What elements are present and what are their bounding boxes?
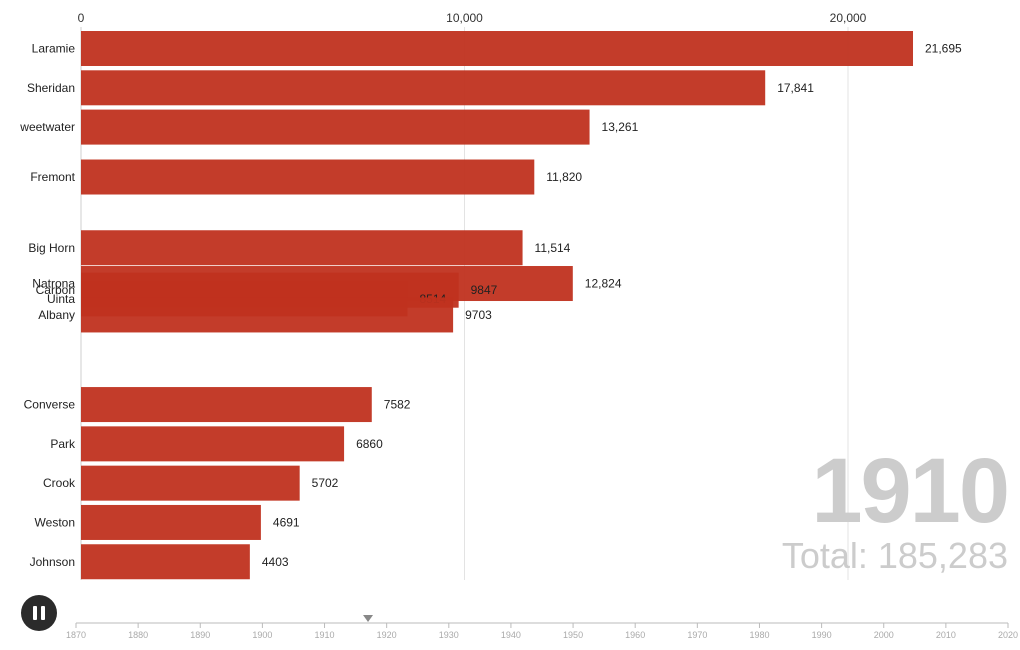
value-label: 9847 — [471, 283, 498, 297]
value-label: 13,261 — [602, 120, 639, 134]
value-label: 12,824 — [585, 277, 622, 291]
timeline-year-label: 1990 — [812, 630, 832, 640]
category-label: Big Horn — [28, 241, 75, 255]
category-label: Crook — [43, 476, 76, 490]
timeline-year-label: 1970 — [687, 630, 707, 640]
category-label: Laramie — [32, 42, 76, 56]
timeline-year-label: 1950 — [563, 630, 583, 640]
value-label: 4403 — [262, 555, 289, 569]
timeline-year-label: 2000 — [874, 630, 894, 640]
bar-weetwater — [81, 109, 590, 145]
timeline-year-label: 1940 — [501, 630, 521, 640]
bar-weston — [81, 504, 261, 540]
category-label: weetwater — [19, 120, 75, 134]
value-label: 21,695 — [925, 42, 962, 56]
category-label: Converse — [24, 398, 76, 412]
category-label: Weston — [35, 515, 75, 529]
value-label: 11,820 — [546, 170, 582, 184]
timeline-handle[interactable] — [363, 615, 374, 622]
timeline-year-label: 2010 — [936, 630, 956, 640]
bar-fremont — [81, 159, 535, 195]
bar-park — [81, 426, 345, 462]
value-label: 7582 — [384, 398, 411, 412]
bar-converse — [81, 387, 372, 423]
timeline-slider[interactable]: 1870 1880 1890 1900 1910 1920 1930 1940 1950 1960… — [0, 610, 1020, 650]
value-label: 5702 — [312, 476, 339, 490]
category-label: Natrona — [32, 277, 75, 291]
bar-johnson — [81, 544, 250, 580]
x-tick-label: 0 — [78, 11, 85, 25]
bar-albany — [81, 297, 454, 333]
timeline-year-label: 2020 — [998, 630, 1018, 640]
timeline-year-label: 1900 — [252, 630, 272, 640]
category-label: Carbon — [36, 283, 75, 297]
category-label: Albany — [38, 308, 75, 322]
category-label: Uinta — [47, 292, 75, 306]
timeline-year-label: 1890 — [190, 630, 210, 640]
category-label: Fremont — [30, 170, 75, 184]
timeline-year-label: 1920 — [377, 630, 397, 640]
pause-icon — [33, 606, 37, 620]
bar-chart: 0 10,000 20,000 Laramie 21,695 Sheridan 17,841… — [19, 11, 962, 580]
category-label: Sheridan — [27, 81, 75, 95]
x-tick-label: 20,000 — [830, 11, 867, 25]
timeline-year-label: 1880 — [128, 630, 148, 640]
bar-laramie — [81, 31, 914, 66]
pause-button[interactable] — [21, 595, 57, 631]
x-tick-label: 10,000 — [446, 11, 483, 25]
timeline-year-label: 1870 — [66, 630, 86, 640]
bar-crook — [81, 465, 300, 501]
year-label: 1910 — [811, 440, 1010, 542]
timeline-year-label: 1960 — [625, 630, 645, 640]
category-label: Park — [50, 437, 76, 451]
value-label: 6860 — [356, 437, 383, 451]
timeline-year-label: 1930 — [439, 630, 459, 640]
value-label: 4691 — [273, 515, 300, 529]
bar-sheridan — [81, 70, 766, 106]
value-label: 11,514 — [535, 241, 571, 255]
bar-big-horn — [81, 230, 523, 266]
timeline-year-label: 1980 — [749, 630, 769, 640]
category-label: Johnson — [30, 555, 75, 569]
value-label: 17,841 — [777, 81, 814, 95]
timeline-year-label: 1910 — [315, 630, 335, 640]
total-label: Total: 185,283 — [781, 535, 1008, 576]
value-label: 9703 — [465, 308, 492, 322]
